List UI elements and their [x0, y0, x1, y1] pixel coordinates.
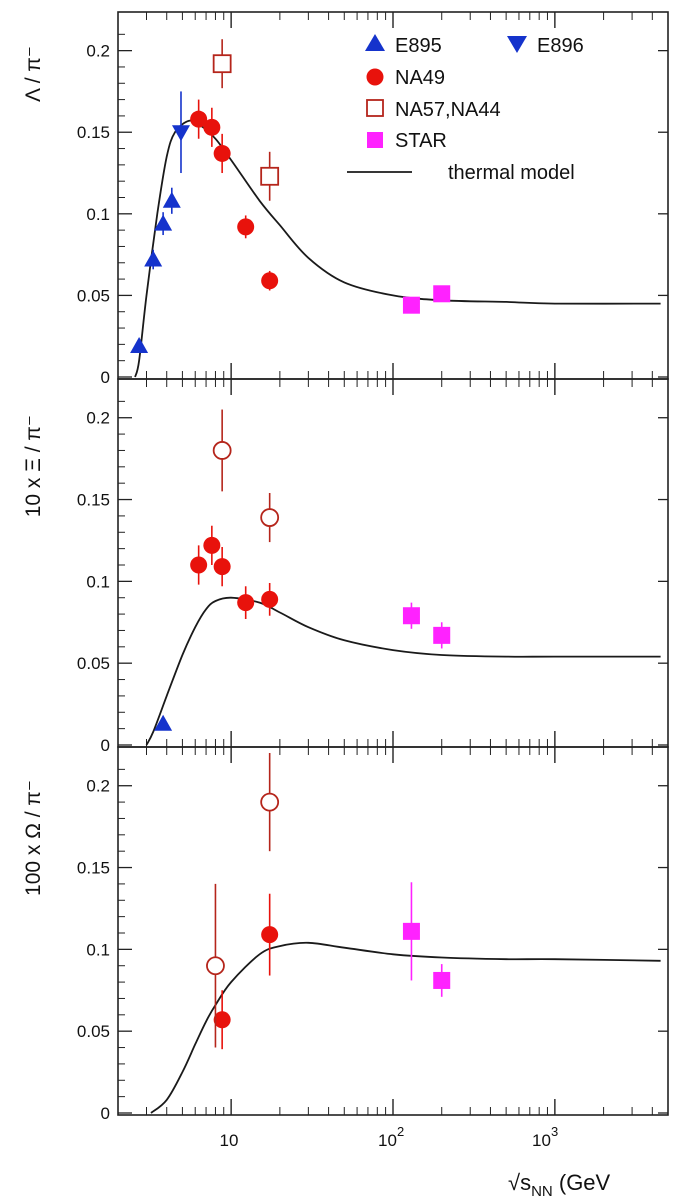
data-point-na57-na44: [260, 166, 280, 186]
data-point-na49: [237, 218, 255, 236]
series-star-lambda: [402, 285, 451, 314]
x-axis-label: √sNN (GeV: [508, 1170, 611, 1200]
legend-label-na57-na44: NA57,NA44: [395, 99, 501, 121]
data-point-na57-na44: [206, 956, 225, 976]
series-e895-lambda: [130, 187, 181, 353]
y-tick-label-omega: 0.05: [77, 1022, 110, 1041]
data-point-na49: [213, 558, 231, 576]
y-tick-label-lambda: 0.1: [86, 205, 110, 224]
series-star-xi: [402, 602, 451, 649]
y-axis-label-lambda: Λ / π⁻: [22, 46, 45, 102]
x-tick-label-1000-base: 10: [532, 1131, 551, 1150]
data-point-na49: [190, 556, 208, 574]
data-point-na49: [190, 110, 208, 128]
series-na49-omega: [213, 893, 279, 1050]
x-axis-label-root: √s: [508, 1170, 531, 1195]
data-point-e895: [154, 714, 173, 731]
data-point-na49: [213, 144, 231, 162]
data-point-star: [402, 296, 420, 314]
data-point-na57-na44: [260, 508, 280, 527]
x-tick-label-100: 10 2: [378, 1124, 404, 1150]
y-axis-label-xi: 10 x Ξ / π⁻: [22, 415, 45, 517]
series-na49-lambda: [190, 99, 279, 291]
y-tick-label-xi: 0.2: [86, 409, 110, 428]
x-tick-labels: 10 10 2 10 3: [220, 1124, 559, 1150]
data-point-e895: [162, 191, 181, 208]
data-point-e895: [154, 214, 173, 231]
legend-marker-e896: [507, 36, 527, 53]
panel-lambda: 0 0.05 0.1 0.15 0.2: [77, 11, 669, 387]
data-point-e895: [144, 250, 163, 267]
series-na57-na44-lambda: [212, 39, 280, 201]
series-na57-na44-omega: [206, 753, 280, 1048]
x-tick-label-100-base: 10: [378, 1131, 397, 1150]
data-point-e895: [130, 336, 149, 353]
series-e896-lambda: [171, 91, 190, 174]
legend-marker-na49: [366, 68, 384, 86]
y-tick-label-xi: 0.05: [77, 654, 110, 673]
y-tick-label-lambda: 0: [101, 368, 110, 387]
legend-marker-na57-na44: [366, 99, 384, 117]
y-tick-label-lambda: 0.2: [86, 42, 110, 61]
x-tick-label-1000: 10 3: [532, 1124, 558, 1150]
data-point-e896: [171, 125, 190, 142]
y-tick-label-omega: 0: [101, 1104, 110, 1123]
legend-label-na49: NA49: [395, 67, 445, 89]
legend-marker-e895: [365, 34, 385, 51]
data-point-na57-na44: [212, 441, 232, 460]
panel-xi: 0 0.05 0.1 0.15 0.2: [77, 378, 669, 755]
x-axis-label-rest: (GeV: [553, 1170, 611, 1195]
data-point-star: [433, 285, 451, 303]
thermal-model-curve-omega: [150, 941, 661, 1114]
legend-label-star: STAR: [395, 130, 447, 152]
thermal-model-curve-lambda: [134, 119, 661, 378]
y-tick-label-omega: 0.1: [86, 940, 110, 959]
legend-marker-star: [367, 132, 383, 148]
legend-label-e895: E895: [395, 35, 442, 57]
x-tick-label-100-exp: 2: [397, 1124, 404, 1139]
y-tick-label-omega: 0.15: [77, 859, 110, 878]
data-point-na57-na44: [212, 54, 232, 74]
series-star-omega: [402, 882, 451, 997]
x-tick-label-10: 10: [220, 1131, 239, 1150]
y-tick-label-xi: 0.1: [86, 572, 110, 591]
series-na49-xi: [190, 525, 279, 619]
legend-label-e896: E896: [537, 35, 584, 57]
data-point-star: [433, 971, 451, 989]
y-tick-label-xi: 0: [101, 736, 110, 755]
series-e895-xi: [154, 714, 173, 731]
data-point-na49: [203, 118, 221, 136]
y-tick-label-xi: 0.15: [77, 491, 110, 510]
y-axis-label-omega: 100 x Ω / π⁻: [22, 780, 45, 896]
data-point-na49: [261, 926, 279, 944]
data-point-na49: [261, 272, 279, 290]
data-point-star: [402, 607, 420, 625]
data-point-na49: [237, 594, 255, 612]
data-point-na57-na44: [260, 792, 280, 812]
data-point-na49: [203, 536, 221, 554]
data-point-star: [402, 922, 420, 940]
data-point-star: [433, 626, 451, 644]
series-na57-na44-xi: [212, 409, 280, 543]
x-axis-label-sub: NN: [531, 1183, 553, 1200]
legend-label-thermal-model: thermal model: [448, 162, 575, 184]
legend: E895 E896 NA49 NA57,NA44 STAR thermal mo…: [347, 34, 584, 184]
data-point-na49: [213, 1011, 231, 1029]
y-tick-label-lambda: 0.15: [77, 123, 110, 142]
y-tick-label-omega: 0.2: [86, 777, 110, 796]
x-tick-label-1000-exp: 3: [551, 1124, 558, 1139]
y-tick-label-lambda: 0.05: [77, 286, 110, 305]
panel-omega: 0 0.05 0.1 0.15 0.2: [77, 746, 669, 1123]
data-point-na49: [261, 590, 279, 608]
